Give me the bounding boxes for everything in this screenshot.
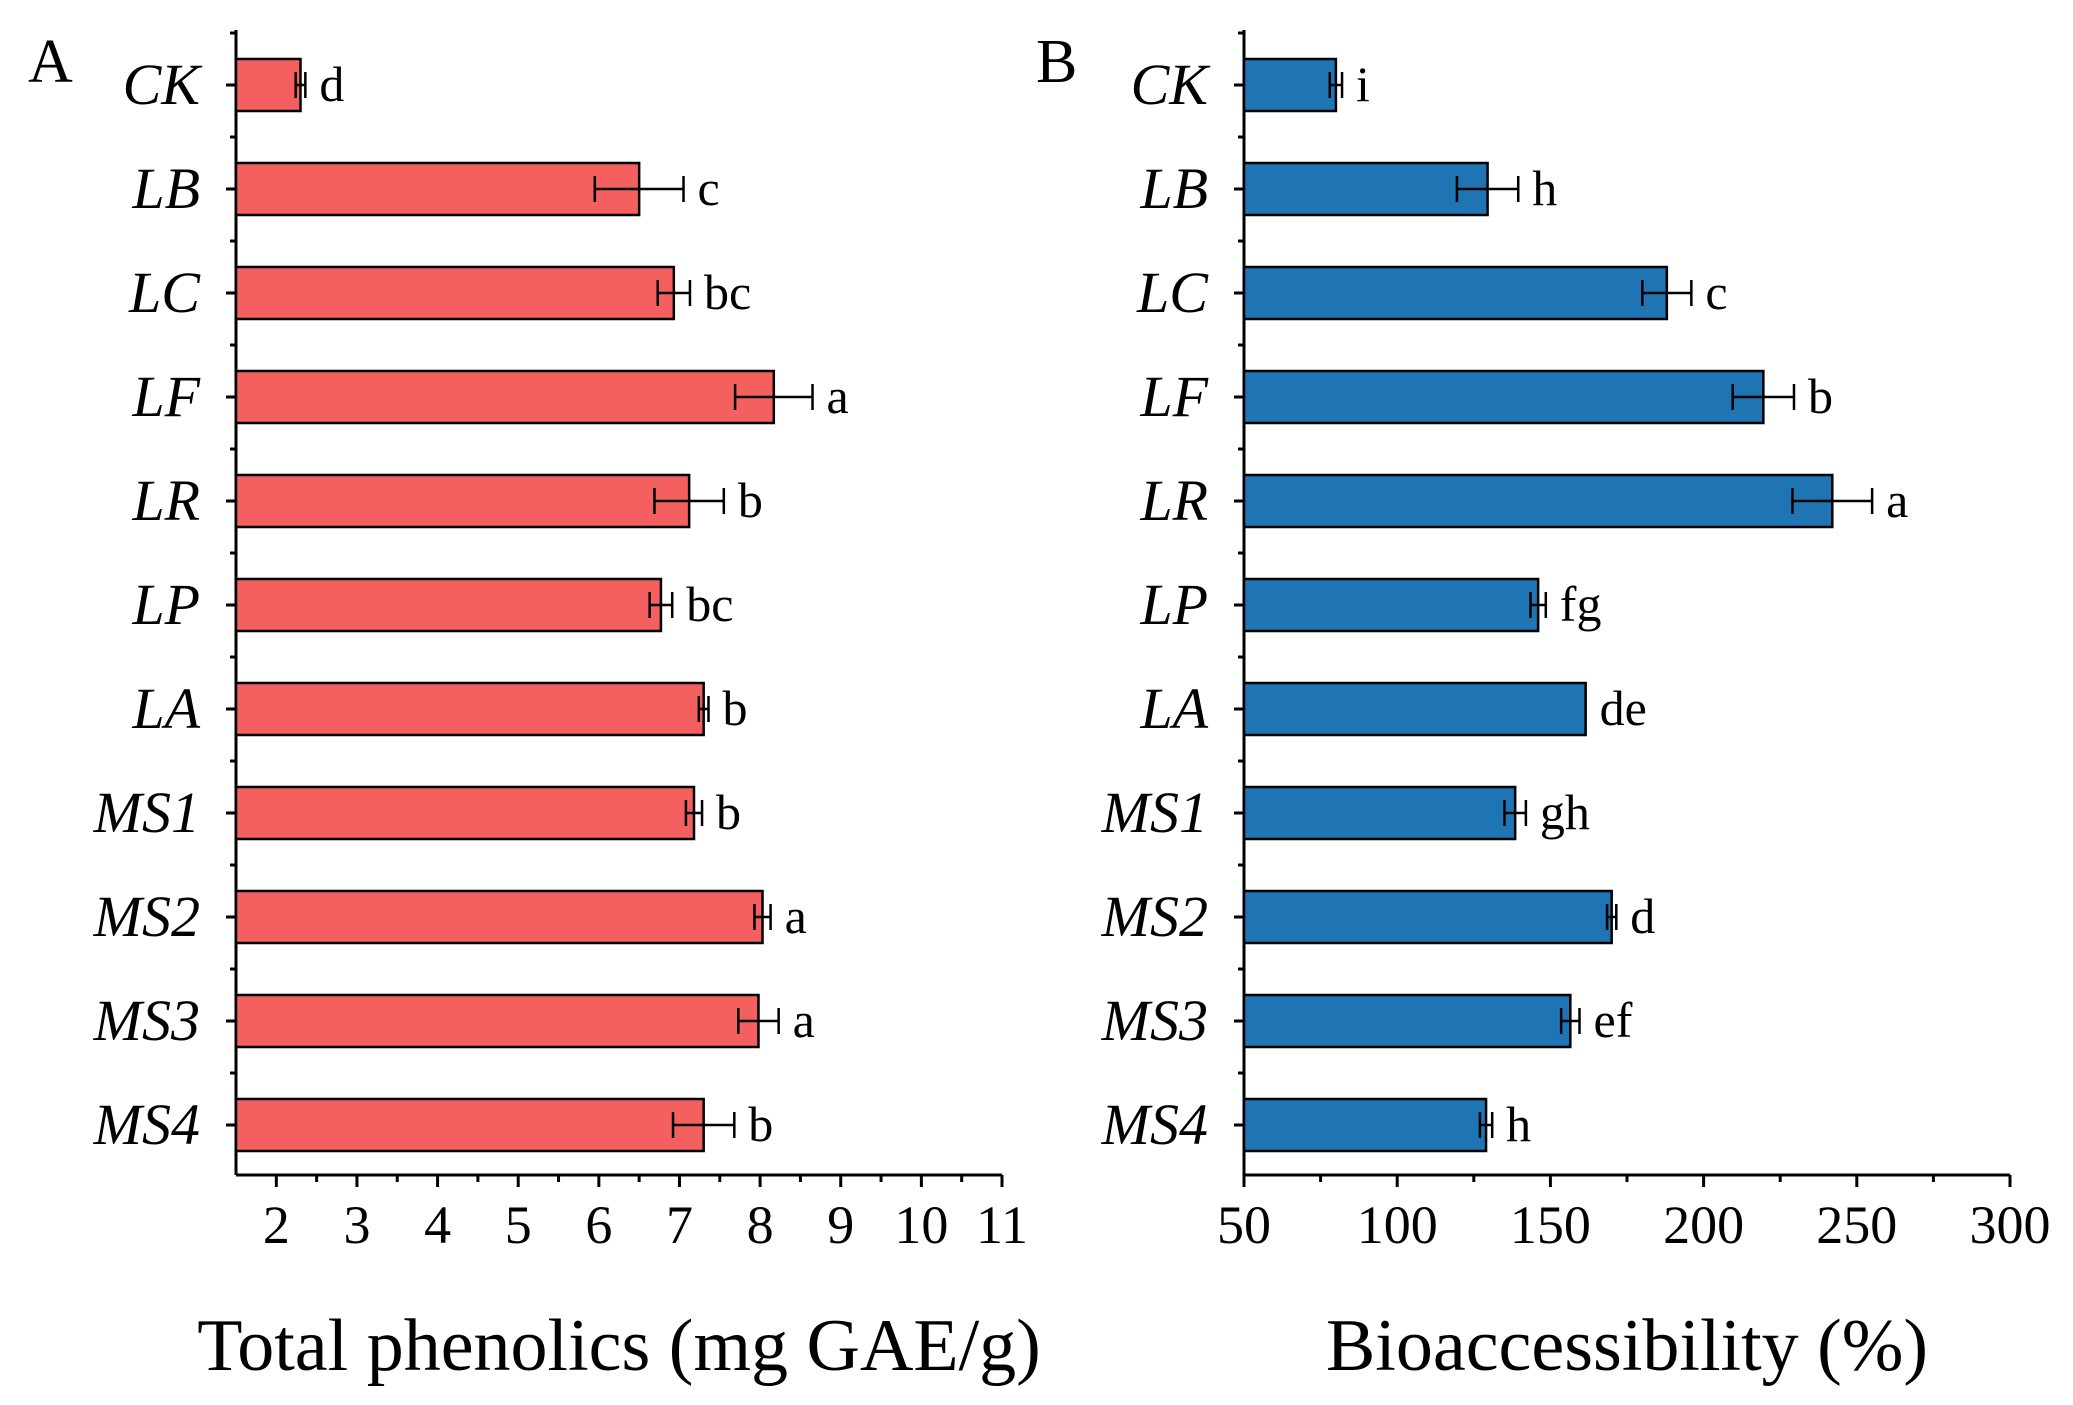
significance-label: b (738, 472, 763, 528)
significance-label: de (1600, 680, 1647, 736)
x-tick-label: 10 (894, 1195, 948, 1255)
significance-label: b (716, 784, 741, 840)
bar (1242, 369, 1765, 425)
bar (234, 265, 676, 321)
significance-label: a (793, 992, 815, 1048)
significance-label: a (1886, 472, 1908, 528)
category-label: MS4 (93, 1092, 200, 1157)
significance-label: bc (704, 264, 751, 320)
category-label: LP (131, 572, 200, 637)
x-tick-label: 7 (666, 1195, 693, 1255)
bar (1242, 993, 1572, 1049)
significance-label: b (748, 1096, 773, 1152)
significance-label: gh (1540, 784, 1590, 840)
x-tick-label: 8 (747, 1195, 774, 1255)
bar (1242, 161, 1489, 217)
category-label: MS4 (1101, 1092, 1208, 1157)
category-label: LR (131, 468, 200, 533)
x-tick-label: 11 (976, 1195, 1028, 1255)
category-label: MS3 (1101, 988, 1208, 1053)
significance-label: h (1506, 1096, 1531, 1152)
panel-letter: A (28, 28, 73, 96)
x-tick-label: 6 (585, 1195, 612, 1255)
significance-label: bc (686, 576, 733, 632)
significance-label: a (827, 368, 849, 424)
bar (1242, 1097, 1488, 1153)
category-label: CK (123, 52, 204, 117)
category-label: LB (131, 156, 200, 221)
x-tick-label: 50 (1217, 1195, 1271, 1255)
significance-label: h (1532, 160, 1557, 216)
bar (1242, 473, 1834, 529)
bar (234, 993, 760, 1049)
panel-b-bioaccessibility: B 50 100 150 200 250 300 Bioaccessibility (%) CK… (1036, 28, 2051, 1387)
category-label: MS2 (1101, 884, 1208, 949)
category-label: LA (1139, 676, 1208, 741)
x-tick-label: 100 (1357, 1195, 1438, 1255)
significance-label: c (698, 160, 720, 216)
x-axis-title: Total phenolics (mg GAE/g) (197, 1305, 1041, 1387)
category-label: LF (131, 364, 200, 429)
bar (1242, 889, 1613, 945)
significance-label: ef (1594, 992, 1633, 1048)
significance-label: fg (1560, 576, 1602, 632)
category-label: MS1 (1101, 780, 1208, 845)
bar (1242, 577, 1540, 633)
bar (1242, 785, 1517, 841)
bar (234, 57, 302, 113)
x-tick-label: 4 (424, 1195, 451, 1255)
bar (234, 369, 776, 425)
x-tick-label: 3 (343, 1195, 370, 1255)
category-label: LC (128, 260, 201, 325)
bar (1242, 681, 1587, 737)
category-label: LP (1139, 572, 1208, 637)
x-tick-label: 150 (1510, 1195, 1591, 1255)
significance-label: d (1630, 888, 1655, 944)
significance-label: c (1705, 264, 1727, 320)
panel-a-total-phenolics: A 2 3 4 5 6 7 8 9 10 11 Total phenolics (mg GAE/g) C… (28, 28, 1041, 1387)
x-tick-label: 250 (1816, 1195, 1897, 1255)
significance-label: i (1356, 56, 1370, 112)
x-tick-label: 2 (263, 1195, 290, 1255)
x-tick-label: 300 (1970, 1195, 2051, 1255)
bar (234, 1097, 705, 1153)
category-label: CK (1131, 52, 1212, 117)
significance-label: d (319, 56, 344, 112)
x-tick-label: 200 (1663, 1195, 1744, 1255)
category-label: MS3 (93, 988, 200, 1053)
category-label: LB (1139, 156, 1208, 221)
bar (234, 161, 641, 217)
bar (234, 681, 705, 737)
bar (234, 785, 696, 841)
category-label: LR (1139, 468, 1208, 533)
bar (234, 577, 663, 633)
significance-label: b (723, 680, 748, 736)
category-label: LA (131, 676, 200, 741)
panel-letter: B (1036, 28, 1077, 96)
bar (1242, 265, 1669, 321)
significance-label: b (1808, 368, 1833, 424)
category-label: MS1 (93, 780, 200, 845)
category-label: MS2 (93, 884, 200, 949)
x-tick-label: 5 (505, 1195, 532, 1255)
bar (234, 473, 691, 529)
category-label: LC (1136, 260, 1209, 325)
category-label: LF (1139, 364, 1208, 429)
bar (234, 889, 764, 945)
bar (1242, 57, 1338, 113)
significance-label: a (785, 888, 807, 944)
x-axis-title: Bioaccessibility (%) (1326, 1305, 1928, 1387)
x-tick-label: 9 (827, 1195, 854, 1255)
